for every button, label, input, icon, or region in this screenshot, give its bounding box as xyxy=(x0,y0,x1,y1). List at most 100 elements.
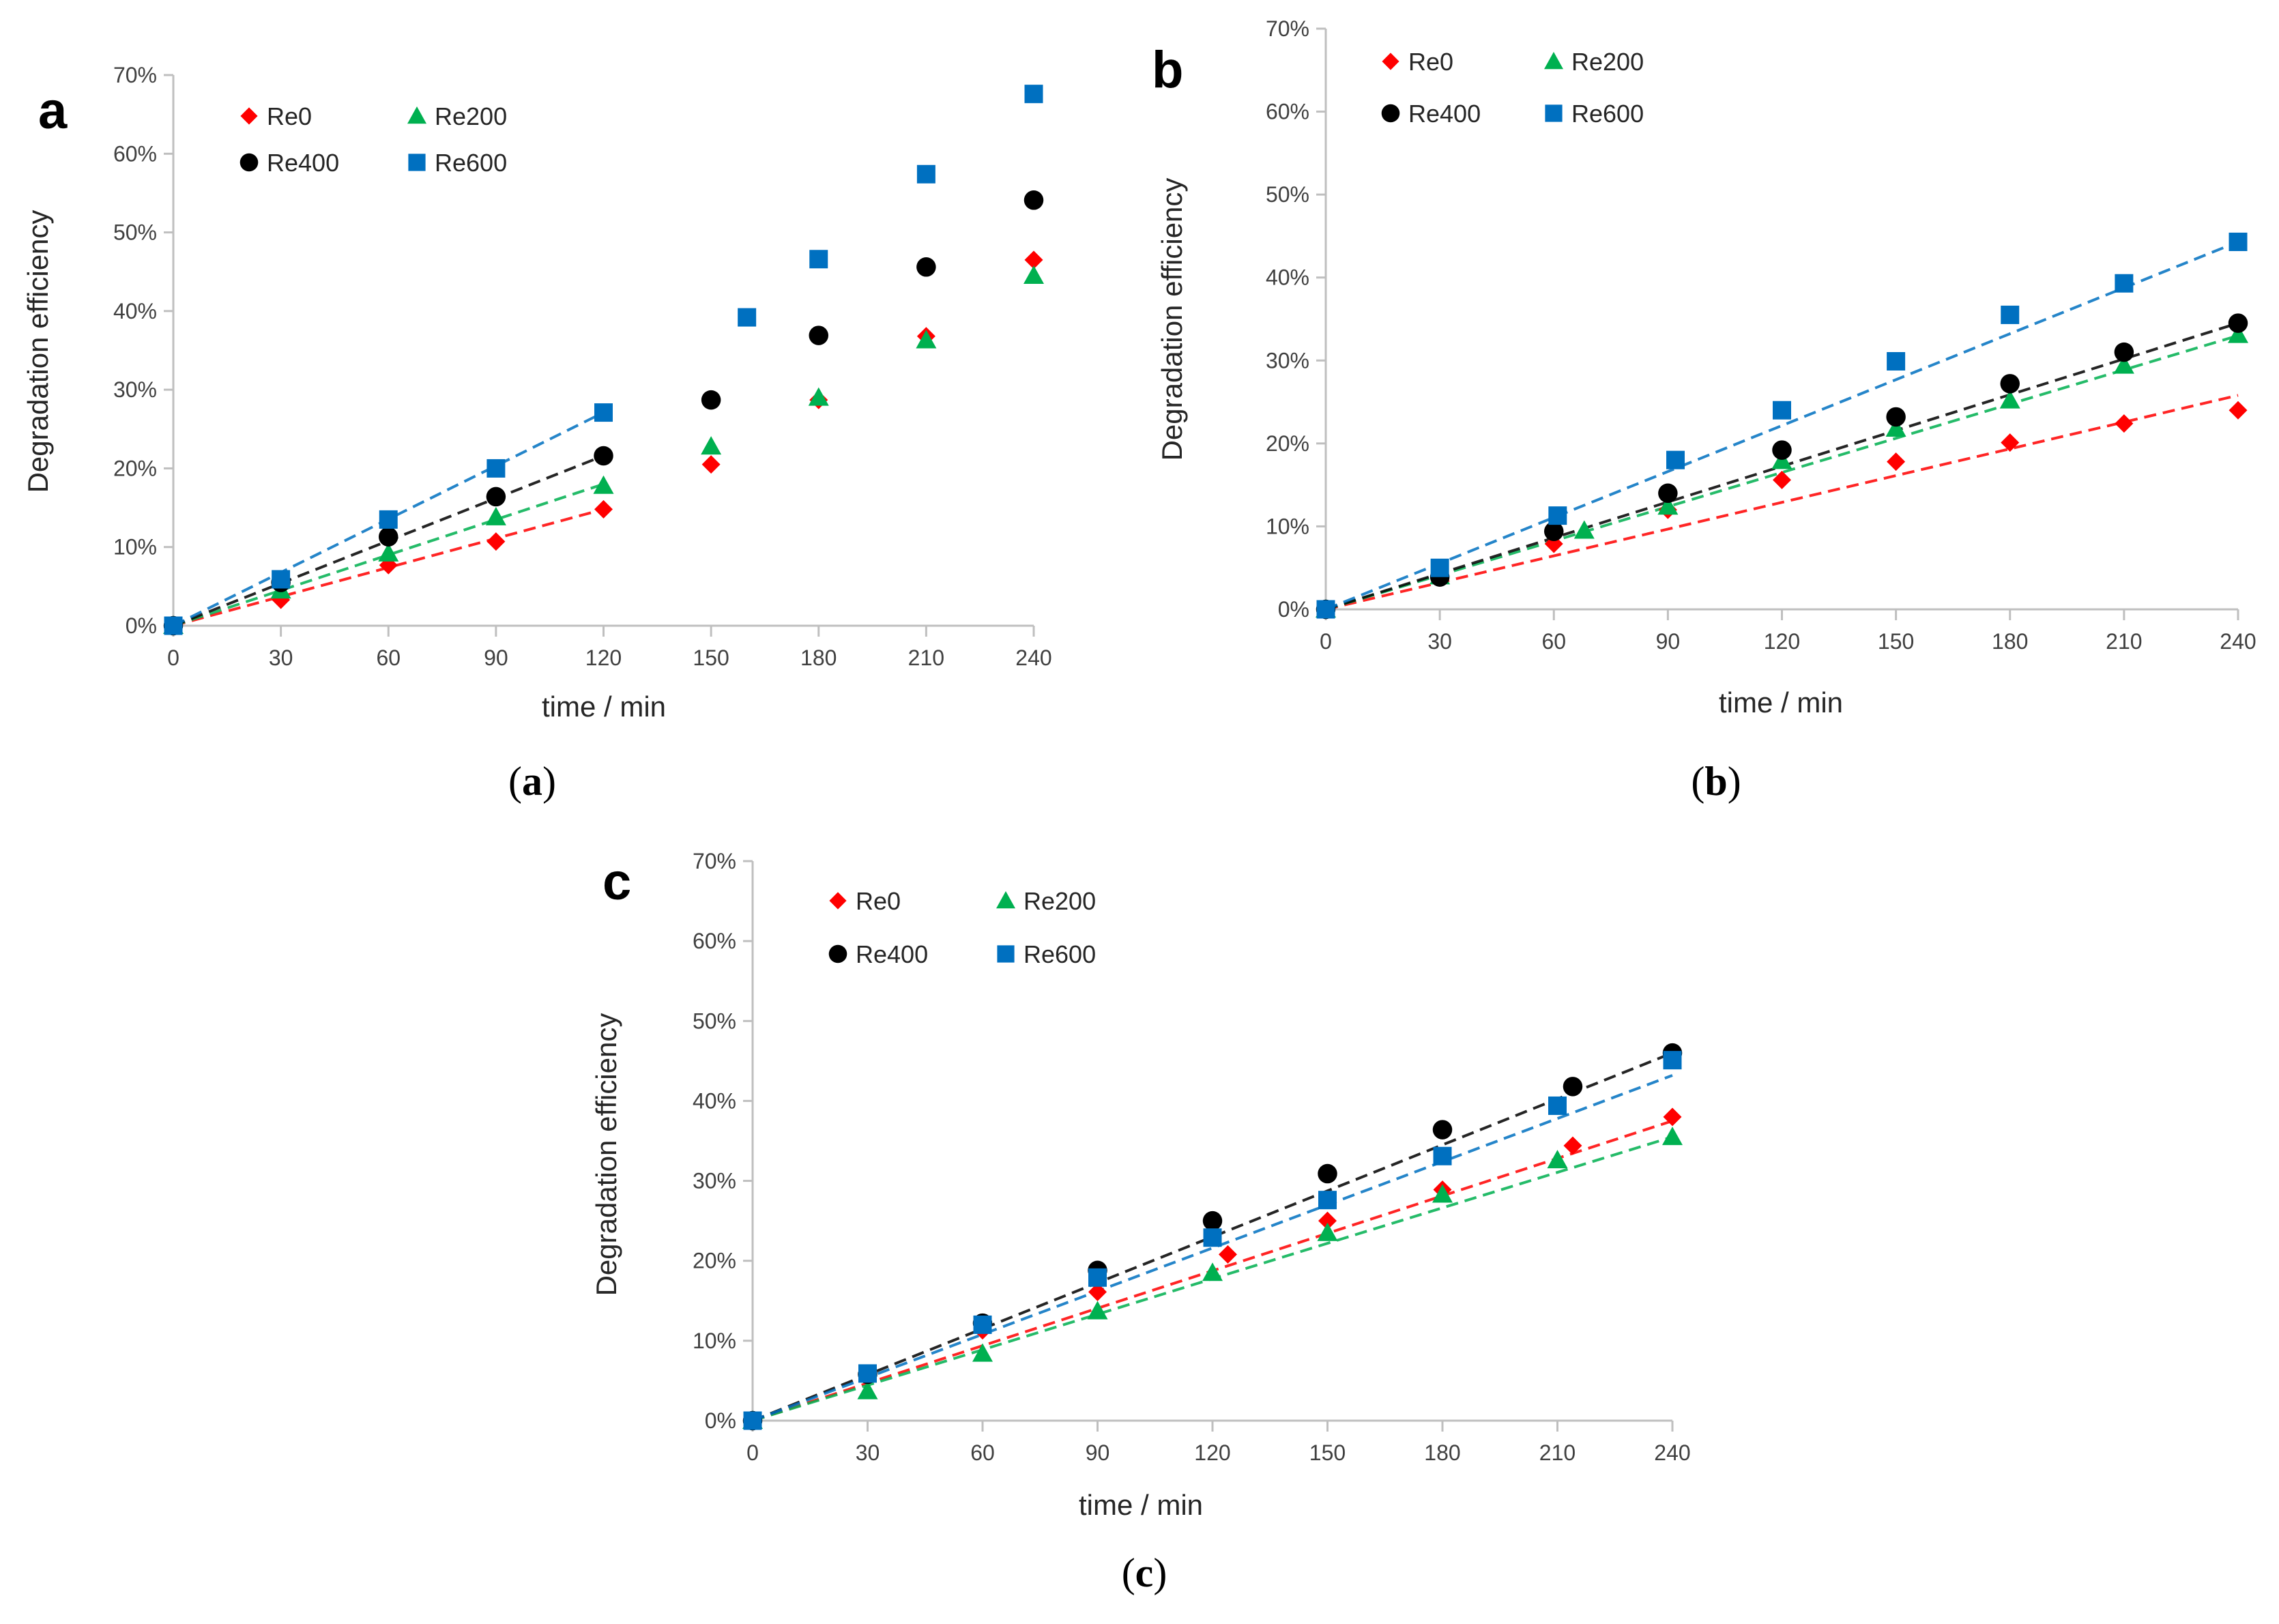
data-point-re200 xyxy=(1999,390,2020,409)
x-tick-label: 60 xyxy=(970,1440,995,1465)
data-point-re200 xyxy=(1662,1127,1683,1146)
data-point-re200 xyxy=(1432,1184,1453,1203)
y-tick-label: 60% xyxy=(113,141,157,166)
legend: Re0 Re200 Re400 Re600 xyxy=(239,102,507,177)
data-point-re400 xyxy=(2228,313,2248,333)
legend-marker-re200 xyxy=(407,106,426,124)
x-tick-label: 30 xyxy=(269,646,293,670)
data-point-re600 xyxy=(809,250,828,269)
data-point-re400 xyxy=(1544,521,1564,541)
data-point-re200 xyxy=(2113,355,2134,374)
y-tick-label: 50% xyxy=(1266,182,1309,207)
data-point-re600 xyxy=(1318,1191,1337,1210)
series-re0 xyxy=(1316,401,2248,619)
y-tick-label: 10% xyxy=(1266,514,1309,538)
data-point-re400 xyxy=(2114,342,2134,362)
data-point-re400 xyxy=(1432,1120,1453,1140)
data-point-re200 xyxy=(1317,1222,1338,1241)
caption-letter: b xyxy=(1704,759,1727,804)
data-point-re200 xyxy=(1771,450,1792,469)
caption-letter: c xyxy=(1135,1550,1154,1595)
y-tick-label: 40% xyxy=(1266,265,1309,290)
data-point-re200 xyxy=(485,506,506,525)
x-tick-label: 180 xyxy=(1424,1440,1460,1465)
x-tick-label: 150 xyxy=(1878,629,1914,654)
x-tick-label: 0 xyxy=(1320,629,1332,654)
x-tick-label: 30 xyxy=(1427,629,1452,654)
legend-label: Re400 xyxy=(856,940,928,968)
legend-label: Re200 xyxy=(1024,887,1096,915)
legend-label: Re0 xyxy=(1408,48,1453,76)
data-point-re600 xyxy=(1548,1096,1567,1115)
x-tick-label: 0 xyxy=(746,1440,759,1465)
caption-open-paren: ( xyxy=(1691,759,1704,804)
legend-label: Re400 xyxy=(267,149,339,177)
data-point-re200 xyxy=(701,436,722,455)
x-axis-title: time / min xyxy=(1079,1489,1203,1521)
data-point-re600 xyxy=(2229,232,2248,251)
x-tick-label: 240 xyxy=(1015,646,1051,670)
data-point-re600 xyxy=(743,1411,762,1430)
x-tick-label: 180 xyxy=(800,646,837,670)
data-point-re600 xyxy=(2115,274,2134,293)
data-point-re600 xyxy=(379,510,398,529)
y-tick-label: 40% xyxy=(113,299,157,323)
x-tick-label: 210 xyxy=(1539,1440,1576,1465)
legend-marker-re0 xyxy=(829,892,847,910)
series-re600 xyxy=(164,85,1043,635)
fit-line-re0 xyxy=(173,508,605,627)
caption-close-paren: ) xyxy=(542,759,556,804)
x-tick-label: 60 xyxy=(1541,629,1566,654)
series-re600 xyxy=(1316,232,2248,619)
data-point-re0 xyxy=(1024,250,1043,270)
y-tick-label: 0% xyxy=(1278,597,1309,622)
data-point-re600 xyxy=(738,308,757,327)
data-point-re400 xyxy=(1202,1210,1223,1231)
data-point-re400 xyxy=(379,527,398,547)
data-point-re600 xyxy=(973,1315,992,1334)
fit-line-re200 xyxy=(1325,334,2239,611)
data-point-re600 xyxy=(164,616,183,635)
caption-open-paren: ( xyxy=(1122,1550,1135,1595)
legend-marker-re0 xyxy=(240,107,258,125)
legend-marker-re400 xyxy=(828,944,847,963)
x-axis-title: time / min xyxy=(542,691,666,723)
fit-line-re400 xyxy=(752,1052,1673,1422)
x-tick-label: 120 xyxy=(1194,1440,1230,1465)
fit-line-re600 xyxy=(1325,240,2239,611)
data-point-re200 xyxy=(593,475,614,494)
x-tick-label: 90 xyxy=(1086,1440,1110,1465)
data-point-re0 xyxy=(1773,470,1791,489)
y-axis-title: Degradation efficiency xyxy=(22,210,54,493)
legend: Re0 Re200 Re400 Re600 xyxy=(1381,48,1644,128)
data-point-re0 xyxy=(1318,1211,1337,1230)
y-tick-label: 20% xyxy=(1266,431,1309,456)
panel-caption: (c) xyxy=(1122,1550,1167,1595)
y-tick-label: 30% xyxy=(1266,348,1309,373)
y-tick-label: 70% xyxy=(113,63,157,87)
legend-marker-re600 xyxy=(408,154,426,171)
x-tick-label: 0 xyxy=(167,646,179,670)
data-point-re200 xyxy=(2228,324,2248,343)
legend-marker-re600 xyxy=(1545,104,1563,122)
x-tick-label: 30 xyxy=(856,1440,880,1465)
data-point-re400 xyxy=(486,487,506,507)
chart-panel-b: 0% 10% 20% 30% 40% 50% 60% 70% 0 30 60 90 120 150 180 2… xyxy=(1152,16,2256,804)
data-point-re600 xyxy=(916,164,935,184)
data-point-re600 xyxy=(594,403,613,422)
y-tick-label: 20% xyxy=(113,456,157,480)
data-point-re600 xyxy=(1024,85,1043,104)
data-point-re400 xyxy=(1886,407,1906,427)
data-point-re200 xyxy=(1657,496,1679,515)
series-re0 xyxy=(164,250,1043,635)
legend-label: Re200 xyxy=(435,102,507,130)
data-point-re200 xyxy=(972,1343,993,1362)
data-point-re400 xyxy=(809,325,828,345)
panel-letter: a xyxy=(38,82,68,140)
y-tick-label: 50% xyxy=(693,1009,736,1033)
data-point-re0 xyxy=(594,499,613,519)
data-point-re400 xyxy=(1563,1077,1583,1097)
y-tick-label: 20% xyxy=(693,1249,736,1273)
data-point-re600 xyxy=(1203,1228,1222,1247)
